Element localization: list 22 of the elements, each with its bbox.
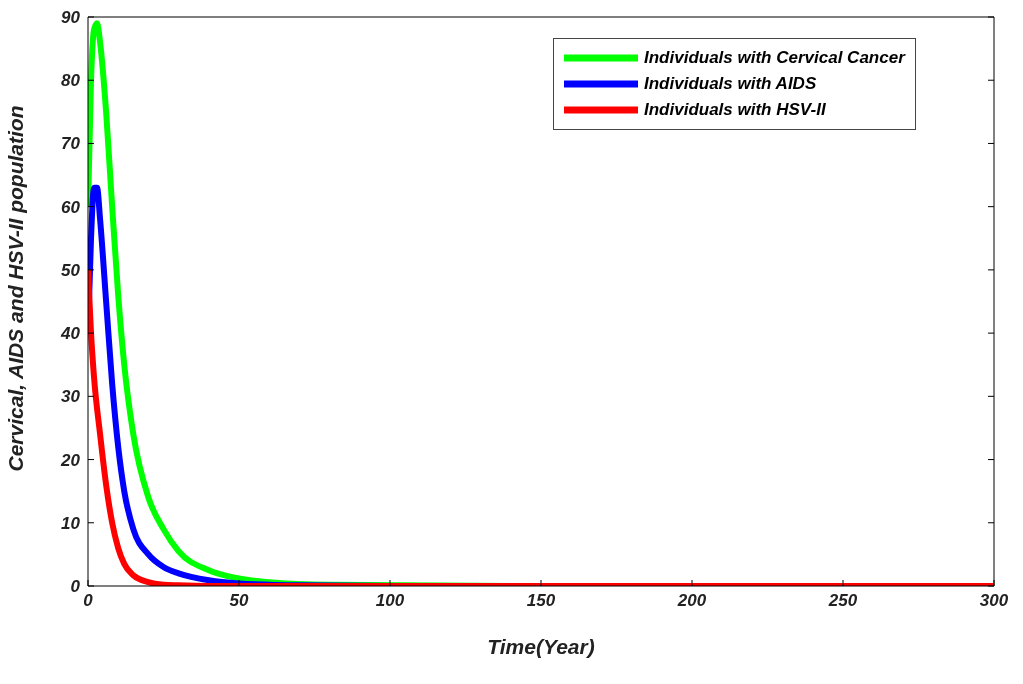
x-tick-label: 150 xyxy=(526,591,556,611)
legend-label: Individuals with Cervical Cancer xyxy=(644,48,905,68)
x-tick-label: 250 xyxy=(827,591,858,611)
legend-label: Individuals with AIDS xyxy=(644,74,817,94)
y-axis-title: Cervical, AIDS and HSV-II population xyxy=(4,105,28,472)
x-axis-title: Time(Year) xyxy=(487,635,595,658)
x-tick-label: 200 xyxy=(676,591,707,611)
y-tick-label: 40 xyxy=(60,324,81,344)
x-tick-label: 50 xyxy=(229,591,249,611)
y-tick-label: 30 xyxy=(61,387,81,407)
x-tick-label: 300 xyxy=(979,591,1009,611)
x-tick-label: 0 xyxy=(83,591,94,611)
y-tick-label: 90 xyxy=(61,8,81,28)
legend-label: Individuals with HSV-II xyxy=(644,100,826,120)
y-tick-label: 70 xyxy=(61,134,81,154)
y-tick-label: 50 xyxy=(61,260,81,280)
y-tick-label: 60 xyxy=(61,197,81,217)
y-tick-label: 20 xyxy=(60,450,81,470)
y-tick-label: 10 xyxy=(61,513,81,533)
x-tick-label: 100 xyxy=(375,591,405,611)
y-tick-label: 0 xyxy=(70,577,81,597)
y-tick-label: 80 xyxy=(61,71,81,91)
